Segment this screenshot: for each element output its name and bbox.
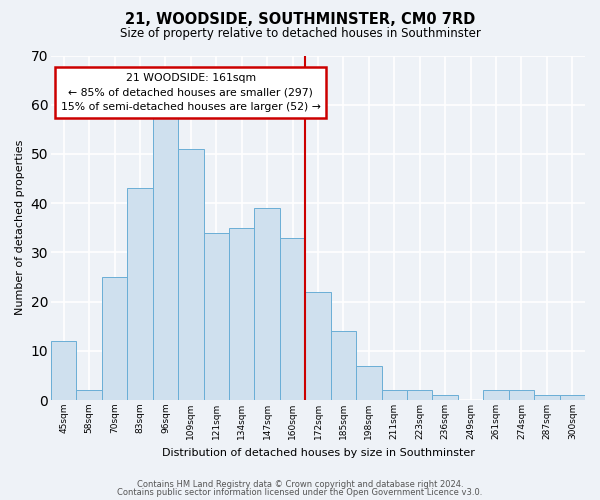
Text: 21, WOODSIDE, SOUTHMINSTER, CM0 7RD: 21, WOODSIDE, SOUTHMINSTER, CM0 7RD [125,12,475,28]
Bar [331,331,356,400]
Text: Contains HM Land Registry data © Crown copyright and database right 2024.: Contains HM Land Registry data © Crown c… [137,480,463,489]
Bar [433,395,458,400]
Bar [102,277,127,400]
Bar [152,110,178,400]
Y-axis label: Number of detached properties: Number of detached properties [15,140,25,316]
Bar [534,395,560,400]
Bar [203,232,229,400]
Bar [127,188,152,400]
Bar [560,395,585,400]
Bar [178,149,203,400]
Bar [280,238,305,400]
Bar [51,341,76,400]
Bar [305,292,331,400]
Text: Contains public sector information licensed under the Open Government Licence v3: Contains public sector information licen… [118,488,482,497]
Text: Size of property relative to detached houses in Southminster: Size of property relative to detached ho… [119,28,481,40]
Bar [483,390,509,400]
Bar [254,208,280,400]
Bar [229,228,254,400]
Bar [76,390,102,400]
Bar [509,390,534,400]
Text: 21 WOODSIDE: 161sqm
← 85% of detached houses are smaller (297)
15% of semi-detac: 21 WOODSIDE: 161sqm ← 85% of detached ho… [61,72,321,112]
Bar [407,390,433,400]
Bar [382,390,407,400]
Bar [356,366,382,400]
X-axis label: Distribution of detached houses by size in Southminster: Distribution of detached houses by size … [161,448,475,458]
